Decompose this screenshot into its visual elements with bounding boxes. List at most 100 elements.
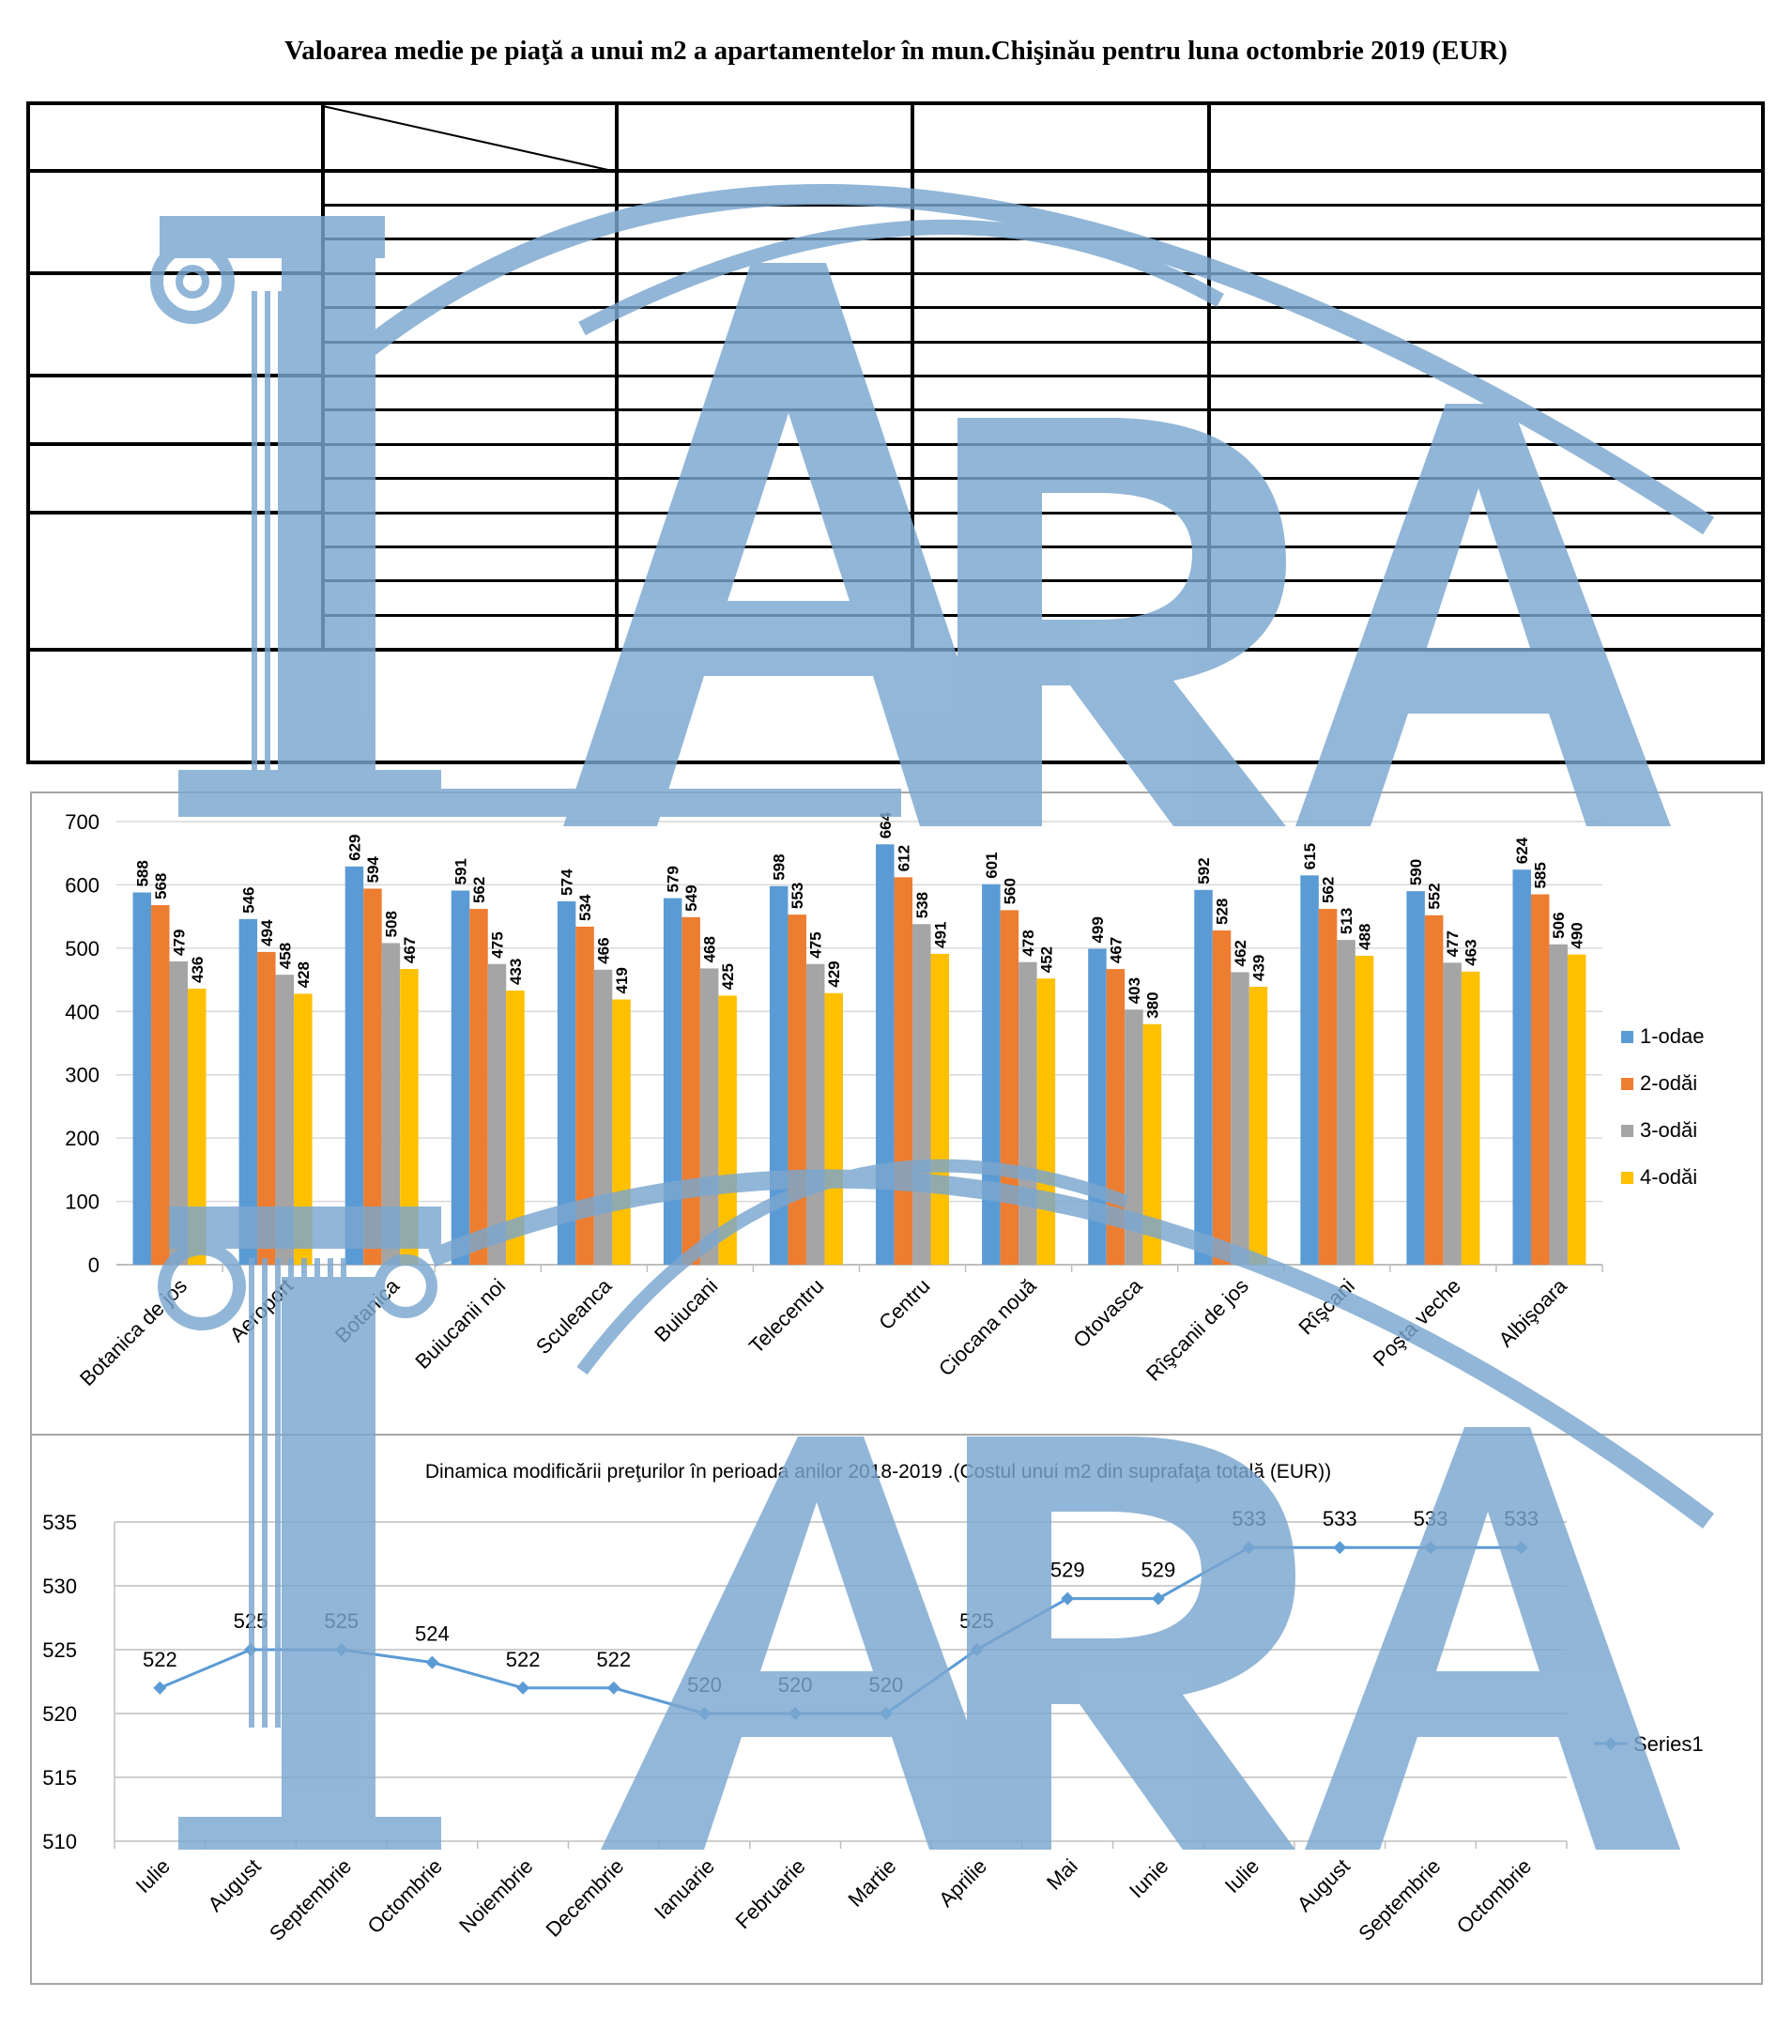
bar (1337, 940, 1355, 1265)
data-point (1423, 1541, 1437, 1555)
data-label: 522 (596, 1648, 631, 1671)
data-point (1061, 1591, 1075, 1606)
y-tick-label: 0 (88, 1253, 100, 1277)
x-category-label: Mai (1042, 1854, 1082, 1895)
bar-value-label: 475 (807, 931, 825, 958)
bar (1212, 930, 1232, 1265)
bar (257, 951, 276, 1265)
table-row-divider (323, 408, 1761, 412)
table-row-divider (323, 374, 1761, 377)
bar-value-label: 568 (152, 873, 170, 899)
bar-value-label: 403 (1126, 977, 1143, 1004)
x-category-label: Albişoara (1493, 1273, 1571, 1351)
bar-value-label: 491 (931, 922, 949, 948)
bar-value-label: 468 (701, 936, 719, 962)
bar (894, 877, 913, 1265)
bar-value-label: 494 (258, 919, 276, 946)
bar-value-label: 612 (895, 845, 912, 871)
bar-value-label: 553 (789, 883, 806, 909)
y-tick-label: 510 (42, 1830, 77, 1853)
bar-value-label: 439 (1250, 955, 1268, 981)
bar (487, 963, 507, 1265)
bar (381, 943, 401, 1265)
bar-value-label: 499 (1089, 916, 1107, 943)
y-tick-label: 700 (65, 810, 100, 834)
bar (1248, 986, 1268, 1265)
x-category-label: Buiucanii noi (410, 1274, 510, 1374)
bar-value-label: 488 (1356, 924, 1374, 950)
bar (1019, 961, 1037, 1265)
bar (1530, 894, 1550, 1265)
legend-label: 1-odae (1640, 1024, 1705, 1048)
bar (400, 969, 419, 1265)
y-tick-label: 400 (65, 1000, 100, 1023)
bar (557, 900, 576, 1265)
data-label: 529 (1050, 1559, 1085, 1582)
x-category-label: August (1293, 1854, 1355, 1916)
bar-value-label: 538 (913, 892, 931, 918)
bar (188, 989, 207, 1265)
data-label: 522 (506, 1648, 541, 1671)
x-category-label: Poşta veche (1369, 1274, 1465, 1371)
bar (1512, 869, 1531, 1265)
bar-value-label: 546 (239, 886, 257, 913)
legend-swatch (1621, 1172, 1633, 1184)
y-tick-label: 520 (42, 1702, 77, 1726)
bar (1424, 914, 1444, 1265)
bar (788, 914, 806, 1265)
bar-value-label: 590 (1407, 859, 1425, 885)
bar (982, 884, 1001, 1265)
bar (1461, 971, 1480, 1265)
x-category-label: Iulie (1220, 1854, 1264, 1898)
bar (824, 992, 843, 1265)
bar (593, 969, 613, 1265)
bar (1443, 962, 1462, 1265)
x-category-label: Botanica (330, 1273, 405, 1347)
bar (1142, 1023, 1162, 1265)
bar-value-label: 562 (470, 877, 488, 903)
bar (451, 890, 470, 1265)
legend-label: 3-odăi (1640, 1118, 1697, 1142)
bar-value-label: 629 (345, 834, 363, 860)
bar-value-label: 479 (170, 930, 188, 956)
bar (1318, 909, 1338, 1265)
bar (682, 916, 700, 1265)
y-tick-label: 200 (65, 1127, 100, 1150)
legend-label: 4-odăi (1640, 1165, 1697, 1189)
x-category-label: Iunie (1125, 1854, 1172, 1902)
y-tick-label: 500 (65, 937, 100, 961)
bar (1125, 1009, 1143, 1265)
table-row-divider (323, 511, 1761, 515)
x-category-label: Martie (843, 1854, 900, 1912)
table-row-divider (323, 613, 1761, 617)
series-line (159, 1545, 1522, 1715)
x-category-label: Telecentru (744, 1274, 828, 1358)
data-point (1151, 1591, 1165, 1606)
x-category-label: Otovasca (1068, 1273, 1147, 1352)
bar (930, 953, 950, 1265)
y-tick-label: 515 (42, 1766, 77, 1790)
line-chart: Dinamica modificării preţurilor în perio… (42, 1461, 1703, 1945)
bar-value-label: 592 (1195, 857, 1213, 884)
price-table (26, 101, 1765, 764)
bar (1549, 944, 1568, 1265)
bar (769, 885, 789, 1265)
table-sector-divider (30, 442, 323, 447)
y-tick-label: 525 (42, 1638, 77, 1662)
bar (1194, 889, 1213, 1265)
bar-value-label: 436 (189, 957, 207, 983)
x-category-label: Rîşcanii de jos (1141, 1274, 1253, 1386)
data-point (606, 1681, 620, 1695)
x-category-label: August (203, 1854, 265, 1916)
bar (151, 905, 170, 1265)
bar-value-label: 594 (364, 856, 382, 884)
data-point (1514, 1541, 1528, 1555)
legend-swatch (1621, 1078, 1633, 1090)
table-row-divider (323, 238, 1761, 241)
data-label: 520 (868, 1673, 903, 1697)
bar (275, 975, 295, 1265)
data-label: 533 (1504, 1507, 1539, 1530)
bar-value-label: 477 (1444, 930, 1462, 957)
data-point (334, 1643, 348, 1656)
y-tick-label: 100 (65, 1191, 100, 1214)
